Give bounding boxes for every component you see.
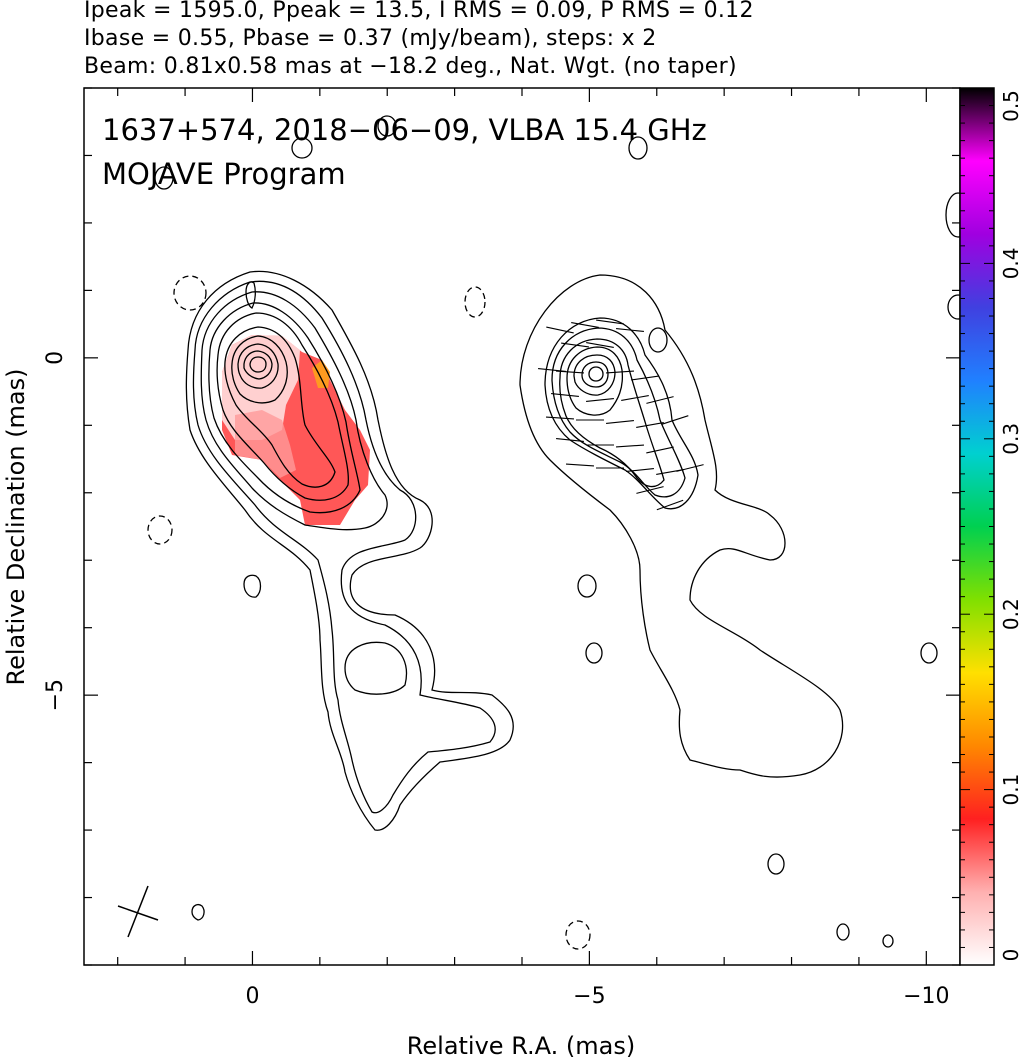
x-tick-label: −10 [903,984,949,1009]
evpa-tick [546,326,574,334]
evpa-tick [545,416,575,420]
contour-right-3 [551,327,686,498]
colorbar-tick-label: 0.3 [999,423,1022,455]
negative-contour-4 [565,920,591,950]
contour-level-3 [200,291,388,531]
contour-level-10 [249,356,267,373]
evpa-tick [646,396,674,404]
evpa-tick [646,446,674,454]
contour-right-4 [559,338,665,488]
contour-right-8 [588,366,604,382]
evpa-tick [565,463,595,467]
evpa-tick [631,375,659,381]
evpa-tick [586,397,614,403]
island-12 [836,923,850,941]
evpa-tick [621,395,649,401]
y-tick-label: 0 [43,351,68,365]
y-axis-label: Relative Declination (mas) [2,368,30,685]
evpa-tick [615,444,645,448]
evpa-tick [555,370,585,374]
plot-area [117,115,960,950]
header-line-1: Ipeak = 1595.0, Ppeak = 13.5, I RMS = 0.… [84,0,754,23]
evpa-tick [556,437,584,443]
island-6 [947,294,960,320]
evpa-vectors [538,319,704,511]
evpa-tick [636,486,664,494]
stokes-i-contours-right [519,274,844,778]
contour-level-7 [231,335,288,404]
y-tick-label: −5 [43,679,68,711]
evpa-tick [571,322,599,328]
plot-title-line-2: MOJAVE Program [102,157,346,191]
negative-contours [147,275,591,950]
contour-outer-right [519,274,844,778]
evpa-tick [636,422,664,428]
island-5 [945,192,960,238]
island-4 [628,136,648,160]
evpa-tick [606,419,634,425]
evpa-tick [586,342,614,348]
colorbar-tick-label: 0 [999,949,1022,962]
plot-title-line-1: 1637+574, 2018−06−09, VLBA 15.4 GHz [102,113,707,147]
island-9 [585,642,603,664]
evpa-tick [605,370,635,374]
evpa-tick [561,342,589,348]
evpa-tick [656,499,684,511]
negative-contour-3 [464,286,486,318]
contour-level-5 [216,312,349,501]
contour-outer-left [185,270,514,831]
island-3 [377,115,397,137]
header-line-3: Beam: 0.81x0.58 mas at −18.2 deg., Nat. … [84,54,737,79]
colorbar [959,87,995,966]
noise-islands [154,115,960,948]
x-axis-label: Relative R.A. (mas) [407,1032,635,1060]
contour-right-2 [544,317,699,510]
contour-right-5 [566,346,624,416]
island-2 [291,137,313,159]
contour-jet-lobe-1 [344,641,408,695]
colorbar-tick-label: 0.1 [999,774,1022,806]
evpa-tick [596,319,624,325]
island-8 [577,574,597,598]
island-13 [882,934,894,948]
evpa-tick [626,467,654,473]
island-10 [920,642,938,664]
evpa-tick [616,327,644,333]
contour-level-4 [208,302,361,514]
beam-cross [117,885,159,938]
evpa-tick [676,464,704,472]
contour-knot-left-1 [243,574,262,598]
beam-minor-axis [127,885,149,938]
colorbar-tick-label: 0.2 [999,598,1022,630]
x-axis-ticks: 0 −5 −10 [117,88,950,1009]
evpa-tick [551,392,579,398]
y-axis-ticks: 0 −5 [43,87,960,966]
evpa-tick [661,415,689,425]
contour-knot-left-2 [191,904,205,921]
colorbar-ticks: 0 0.1 0.2 0.3 0.4 0.5 [960,87,1022,966]
island-1 [154,166,174,190]
negative-contour-1 [173,275,207,311]
negative-contour-2 [147,515,173,545]
x-tick-label: 0 [245,984,259,1009]
contour-right-7 [581,361,609,388]
plot-frame [83,87,961,966]
contour-level-6 [224,326,336,488]
contour-knot-left-3 [245,281,256,309]
contour-right-6 [573,354,616,396]
contour-level-9 [243,350,273,380]
polarization-edge-orange [312,360,330,388]
contour-level-2 [192,280,496,814]
island-11 [767,853,785,875]
x-tick-label: −5 [573,984,605,1009]
island-7 [648,327,668,353]
colorbar-tick-label: 0.4 [999,247,1022,279]
stokes-i-contours-left [185,270,514,921]
colorbar-tick-label: 0.5 [999,90,1022,122]
contour-level-8 [237,343,279,389]
header-line-2: Ibase = 0.55, Pbase = 0.37 (mJy/beam), s… [84,26,657,51]
